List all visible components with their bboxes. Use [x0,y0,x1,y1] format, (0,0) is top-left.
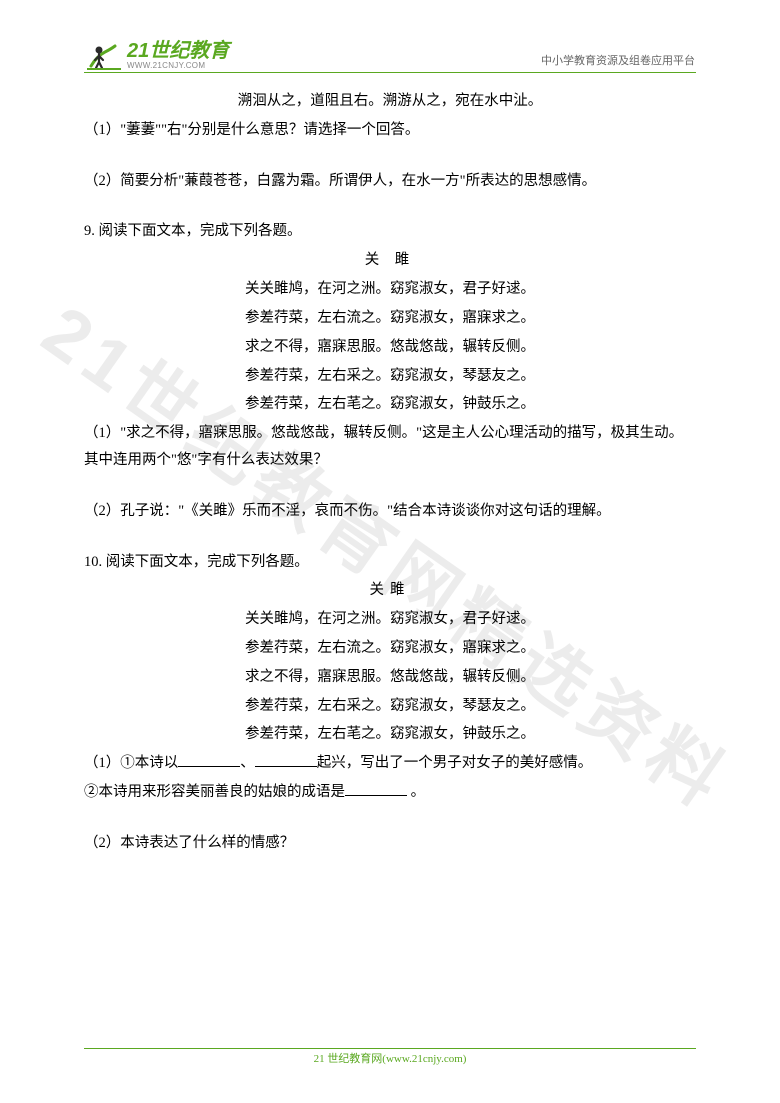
footer-text: 21 世纪教育网(www.21cnjy.com) [314,1053,467,1065]
poem-line: 求之不得，寤寐思服。悠哉悠哉，辗转反侧。 [84,334,696,361]
logo-sub-text: WWW.21CNJY.COM [127,61,229,70]
poem-line: 关关雎鸠，在河之洲。窈窕淑女，君子好逑。 [84,276,696,303]
q10-1-text-mid: 、 [240,755,255,771]
poem-line: 参差荇菜，左右芼之。窈窕淑女，钟鼓乐之。 [84,391,696,418]
question-10-title: 10. 阅读下面文本，完成下列各题。 [84,549,696,576]
logo: 21世纪教育 WWW.21CNJY.COM [85,38,229,72]
poem-9-title: 关 雎 [84,247,696,274]
poem-line: 参差荇菜，左右采之。窈窕淑女，琴瑟友之。 [84,363,696,390]
poem-line: 求之不得，寤寐思服。悠哉悠哉，辗转反侧。 [84,664,696,691]
q10-1b-text-post: 。 [407,784,425,800]
question-9-title: 9. 阅读下面文本，完成下列各题。 [84,218,696,245]
logo-icon [85,38,123,72]
logo-text-block: 21世纪教育 WWW.21CNJY.COM [127,41,229,70]
fill-blank[interactable] [178,753,240,768]
question-9-1: （1）"求之不得，寤寐思服。悠哉悠哉，辗转反侧。"这是主人公心理活动的描写，极其… [84,420,696,474]
question-9-2: （2）孔子说："《关雎》乐而不淫，哀而不伤。"结合本诗谈谈你对这句话的理解。 [84,498,696,525]
q10-1b-text-pre: ②本诗用来形容美丽善良的姑娘的成语是 [84,784,345,800]
poem-line: 溯洄从之，道阻且右。溯游从之，宛在水中沚。 [84,88,696,115]
q10-1-text-pre: （1）①本诗以 [84,755,178,771]
question-8-1: （1）"萋萋""右"分别是什么意思？请选择一个回答。 [84,117,696,144]
fill-blank[interactable] [255,753,317,768]
question-8-2: （2）简要分析"蒹葭苍苍，白露为霜。所谓伊人，在水一方"所表达的思想感情。 [84,168,696,195]
page-footer: 21 世纪教育网(www.21cnjy.com) [0,1049,780,1067]
main-content: 溯洄从之，道阻且右。溯游从之，宛在水中沚。 （1）"萋萋""右"分别是什么意思？… [84,86,696,859]
question-10-2: （2）本诗表达了什么样的情感？ [84,830,696,857]
poem-line: 参差荇菜，左右采之。窈窕淑女，琴瑟友之。 [84,693,696,720]
poem-10-title: 关雎 [84,577,696,604]
q10-1-text-post: 起兴，写出了一个男子对女子的美好感情。 [317,755,593,771]
poem-line: 关关雎鸠，在河之洲。窈窕淑女，君子好逑。 [84,606,696,633]
poem-line: 参差荇菜，左右流之。窈窕淑女，寤寐求之。 [84,305,696,332]
logo-main-text: 21世纪教育 [127,41,229,61]
page-header: 21世纪教育 WWW.21CNJY.COM 中小学教育资源及组卷应用平台 [0,38,780,88]
poem-line: 参差荇菜，左右芼之。窈窕淑女，钟鼓乐之。 [84,721,696,748]
header-right-text: 中小学教育资源及组卷应用平台 [541,52,695,68]
poem-line: 参差荇菜，左右流之。窈窕淑女，寤寐求之。 [84,635,696,662]
fill-blank[interactable] [345,782,407,797]
question-10-1b: ②本诗用来形容美丽善良的姑娘的成语是 。 [84,779,696,806]
header-divider [84,72,696,73]
question-10-1: （1）①本诗以 、 起兴，写出了一个男子对女子的美好感情。 [84,750,696,777]
